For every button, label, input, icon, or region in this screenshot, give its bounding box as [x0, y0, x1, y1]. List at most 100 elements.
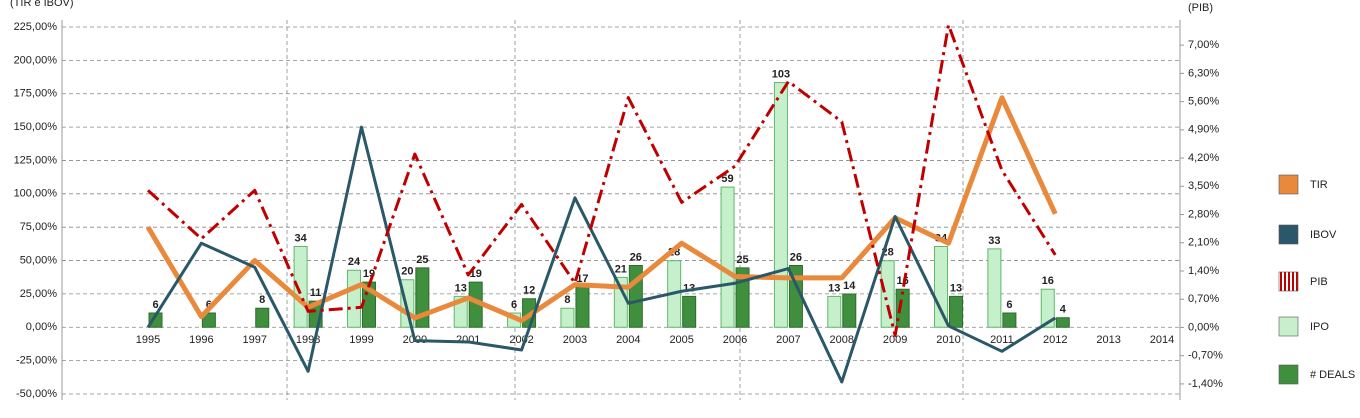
data-label: 34 — [294, 232, 307, 244]
data-label: 25 — [736, 254, 748, 266]
data-label: 6 — [511, 299, 517, 311]
x-tick-label: 2002 — [509, 334, 533, 346]
bar — [934, 245, 949, 328]
x-tick-label: 2003 — [563, 334, 587, 346]
data-label: 21 — [615, 263, 627, 275]
x-tick-label: 2014 — [1150, 334, 1174, 346]
legend-label: IPO — [1310, 321, 1329, 333]
y2-axis-title: (PIB) — [1188, 2, 1213, 14]
data-label: 13 — [828, 282, 840, 294]
data-label: 20 — [401, 266, 413, 278]
x-tick-label: 1997 — [242, 334, 266, 346]
bar — [575, 286, 590, 328]
legend-swatch — [1278, 174, 1299, 195]
legend-label: IBOV — [1310, 229, 1337, 241]
y2-tick-label: 0,70% — [1188, 293, 1219, 305]
y-tick-label: 125,00% — [14, 154, 58, 166]
bar — [1040, 288, 1055, 328]
x-tick-label: 2012 — [1043, 334, 1067, 346]
x-tick-label: 2006 — [723, 334, 747, 346]
bar — [1002, 312, 1017, 328]
line — [146, 125, 1057, 384]
legend-swatch — [1278, 364, 1299, 385]
bar — [293, 245, 308, 328]
y-tick-label: 150,00% — [14, 121, 58, 133]
data-label: 8 — [564, 294, 570, 306]
y2-tick-label: 2,80% — [1188, 208, 1219, 220]
y-tick-label: -25,00% — [16, 355, 57, 367]
bar — [1055, 317, 1070, 328]
data-label: 4 — [1060, 304, 1067, 316]
data-label: 26 — [630, 251, 642, 263]
y2-tick-label: -1,40% — [1188, 378, 1223, 390]
legend-swatch — [1278, 271, 1299, 292]
y-tick-label: 100,00% — [14, 188, 58, 200]
bar — [842, 293, 857, 328]
y-tick-label: 50,00% — [20, 254, 58, 266]
legend-label: TIR — [1310, 179, 1328, 191]
line — [145, 95, 1058, 324]
data-label: 14 — [843, 280, 856, 292]
x-tick-label: 2011 — [990, 334, 1014, 346]
data-label: 8 — [259, 294, 265, 306]
data-label: 6 — [1006, 299, 1012, 311]
y-tick-label: 0,00% — [26, 321, 57, 333]
data-label: 19 — [363, 268, 375, 280]
y-tick-label: 25,00% — [20, 288, 58, 300]
bar — [201, 312, 216, 328]
bar — [827, 295, 842, 328]
x-tick-label: 1996 — [189, 334, 213, 346]
y-tick-label: -50,00% — [16, 388, 57, 400]
bar — [720, 186, 735, 328]
y2-tick-label: 0,00% — [1188, 321, 1219, 333]
legend-swatch — [1278, 316, 1299, 337]
y2-tick-label: -0,70% — [1188, 350, 1223, 362]
data-label: 33 — [988, 235, 1000, 247]
data-label: 25 — [416, 254, 428, 266]
data-label: 24 — [348, 256, 361, 268]
legend-label: # DEALS — [1310, 369, 1355, 381]
data-label: 16 — [1042, 275, 1054, 287]
y-tick-label: 175,00% — [14, 88, 58, 100]
bar — [880, 260, 895, 328]
x-tick-label: 2008 — [830, 334, 854, 346]
data-label: 17 — [576, 273, 588, 285]
legend-label: PIB — [1310, 276, 1328, 288]
bar — [895, 288, 910, 328]
data-label: 6 — [152, 299, 158, 311]
data-label: 11 — [310, 287, 322, 299]
y2-tick-label: 4,90% — [1188, 124, 1219, 136]
x-tick-label: 2004 — [616, 334, 640, 346]
data-label: 103 — [772, 68, 790, 80]
data-label: 59 — [721, 173, 733, 185]
y-tick-label: 225,00% — [14, 21, 58, 33]
x-tick-label: 2009 — [883, 334, 907, 346]
bar — [773, 82, 788, 328]
y2-tick-label: 2,10% — [1188, 237, 1219, 249]
bar — [255, 307, 270, 328]
bar — [560, 307, 575, 328]
data-label: 6 — [206, 299, 212, 311]
y-axis-title: (TIR e IBOV) — [10, 0, 74, 9]
data-label: 13 — [950, 282, 962, 294]
x-tick-label: 2005 — [669, 334, 693, 346]
y2-tick-label: 3,50% — [1188, 180, 1219, 192]
line — [146, 23, 1057, 338]
data-label: 13 — [455, 282, 467, 294]
y2-tick-label: 5,60% — [1188, 96, 1219, 108]
x-tick-label: 2013 — [1096, 334, 1120, 346]
y2-tick-label: 6,30% — [1188, 67, 1219, 79]
bar — [949, 295, 964, 328]
x-tick-label: 2007 — [776, 334, 800, 346]
data-label: 12 — [523, 285, 535, 297]
y-tick-label: 200,00% — [14, 54, 58, 66]
y2-tick-label: 4,20% — [1188, 152, 1219, 164]
x-tick-label: 1995 — [136, 334, 160, 346]
x-tick-label: 1999 — [349, 334, 373, 346]
y-tick-label: 75,00% — [20, 221, 58, 233]
bar — [682, 295, 697, 328]
bar — [987, 248, 1002, 328]
y2-tick-label: 1,40% — [1188, 265, 1219, 277]
y2-tick-label: 7,00% — [1188, 39, 1219, 51]
